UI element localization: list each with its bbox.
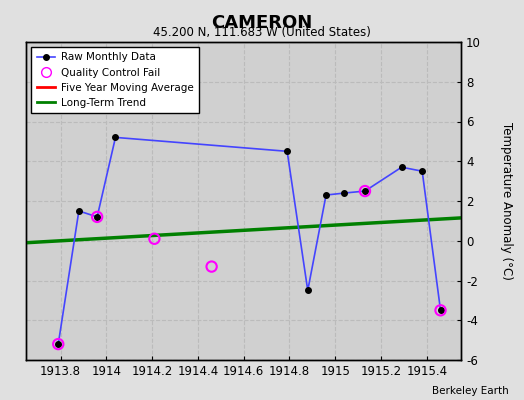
Point — [361, 188, 369, 194]
Y-axis label: Temperature Anomaly (°C): Temperature Anomaly (°C) — [500, 122, 514, 280]
Point — [93, 214, 101, 220]
Text: CAMERON: CAMERON — [211, 14, 313, 32]
Text: Berkeley Earth: Berkeley Earth — [432, 386, 508, 396]
Text: 45.200 N, 111.683 W (United States): 45.200 N, 111.683 W (United States) — [153, 26, 371, 39]
Point — [150, 236, 159, 242]
Point — [54, 341, 62, 347]
Point — [436, 307, 445, 314]
Point — [208, 263, 216, 270]
Legend: Raw Monthly Data, Quality Control Fail, Five Year Moving Average, Long-Term Tren: Raw Monthly Data, Quality Control Fail, … — [31, 47, 199, 113]
